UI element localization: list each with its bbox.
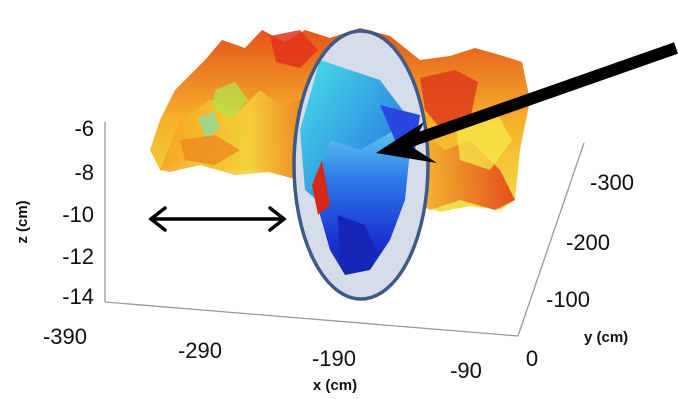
x-tick-label: -190 xyxy=(312,346,356,371)
y-tick-label: 0 xyxy=(526,346,538,371)
x-tick-label: -390 xyxy=(43,324,87,349)
y-axis-line xyxy=(517,142,585,337)
pointer-arrow xyxy=(376,42,678,163)
y-tick-label: -100 xyxy=(546,287,590,312)
pointer-arrowhead xyxy=(376,122,437,163)
surface-red-patch-1 xyxy=(270,30,318,68)
z-ticks: -6 -8 -10 -12 -14 xyxy=(62,116,94,309)
x-axis-line xyxy=(104,301,519,337)
z-tick-label: -10 xyxy=(62,202,94,227)
z-tick-label: -8 xyxy=(74,160,94,185)
x-tick-label: -90 xyxy=(450,358,482,383)
y-ticks: 0 -100 -200 -300 xyxy=(526,170,634,371)
surface-teal-patch xyxy=(198,112,220,138)
extent-double-arrow xyxy=(148,206,287,232)
pointer-arrow-shaft xyxy=(406,42,678,148)
y-tick-label: -300 xyxy=(590,170,634,195)
surface-green-patch xyxy=(212,82,248,118)
surface-orange-patch xyxy=(180,135,240,165)
depression-red-spike xyxy=(312,160,330,215)
x-ticks: -390 -290 -190 -90 xyxy=(43,324,482,383)
axis-box xyxy=(104,122,585,337)
highlight-ellipse-outline xyxy=(292,29,430,301)
z-axis-label: z (cm) xyxy=(14,200,31,243)
z-tick-label: -14 xyxy=(62,284,94,309)
y-axis-label: y (cm) xyxy=(584,329,628,346)
surface-red-patch-2 xyxy=(420,70,478,128)
depression-dark-pit xyxy=(338,215,378,272)
z-tick-label: -12 xyxy=(62,244,94,269)
z-tick-label: -6 xyxy=(74,116,94,141)
depression-highlight xyxy=(292,29,430,301)
x-axis-label: x (cm) xyxy=(313,377,357,394)
y-tick-label: -200 xyxy=(566,230,610,255)
x-tick-label: -290 xyxy=(178,338,222,363)
